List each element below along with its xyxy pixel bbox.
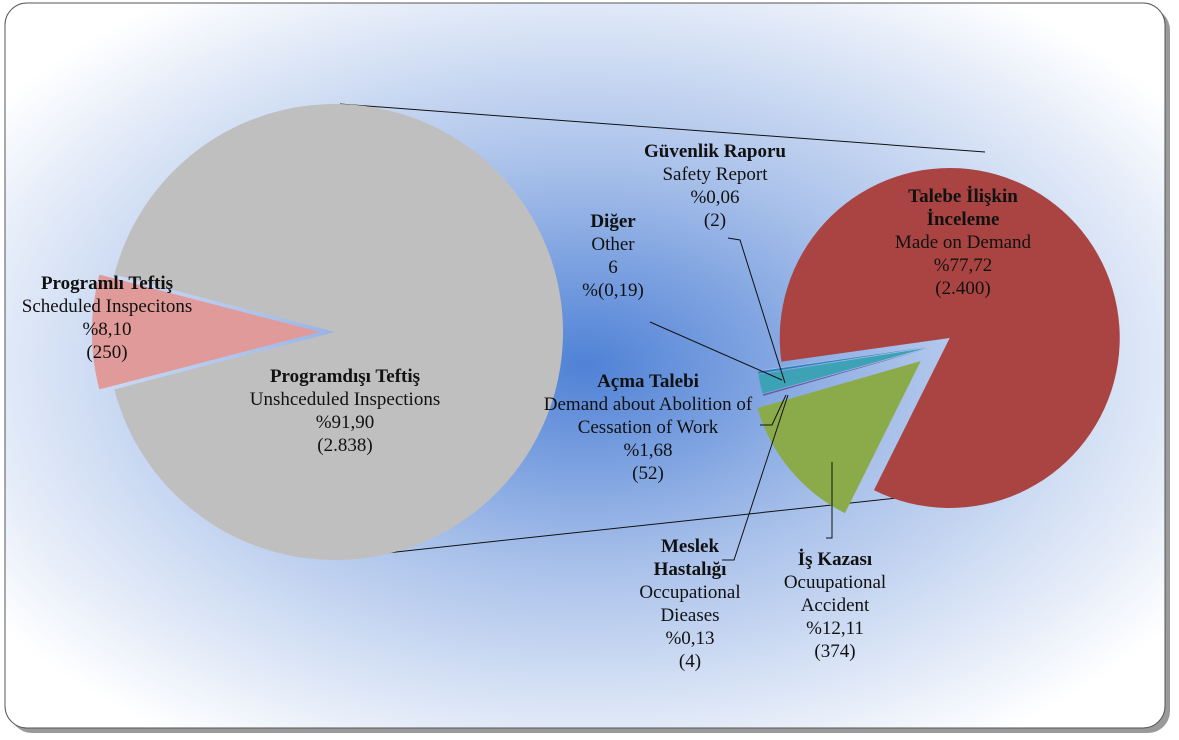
leader-line — [722, 394, 789, 561]
connector-line — [339, 487, 991, 559]
percent-label: %77,72 — [933, 255, 993, 276]
description-label: Unshceduled Inspections — [249, 389, 441, 410]
category-label: Programlı Teftiş — [40, 273, 174, 294]
category-label: Programdışı Teftiş — [269, 366, 421, 387]
category-label: Diğer — [590, 211, 636, 232]
category-label: Açma Talebi — [597, 371, 699, 392]
description-label: Scheduled Inspecitons — [21, 296, 193, 317]
description-label: Ocuupational Accident — [783, 572, 887, 616]
count-label: 6 — [608, 257, 618, 278]
category-label: Talebe İlişkin İnceleme — [908, 186, 1018, 230]
pie-slice — [114, 104, 564, 561]
count-label: (2.400) — [935, 278, 991, 299]
percent-label: %1,68 — [623, 440, 673, 461]
leader-line — [727, 237, 786, 384]
data-label: Talebe İlişkin İnceleme Made on Demand %77… — [873, 185, 1053, 300]
pie-slice — [757, 361, 921, 514]
data-label: Meslek Hastalığı Occupational Dieases %0,1… — [625, 535, 755, 673]
description-label: Other — [591, 234, 635, 255]
category-label: Güvenlik Raporu — [643, 141, 786, 162]
pie-slice — [779, 167, 1120, 508]
percent-label: %91,90 — [315, 412, 375, 433]
percent-label: %(0,19) — [582, 280, 644, 301]
percent-label: %0,06 — [690, 187, 740, 208]
pie-slice — [762, 348, 927, 396]
data-label: Açma Talebi Demand about Abolition of Ces… — [531, 370, 766, 485]
description-label: Demand about Abolition of Cessation of W… — [543, 394, 753, 438]
percent-label: %8,10 — [82, 319, 132, 340]
category-label: Meslek Hastalığı — [653, 536, 727, 580]
leader-line — [649, 321, 783, 381]
data-label: Güvenlik Raporu Safety Report %0,06 (2) — [635, 140, 795, 232]
percent-label: %12,11 — [806, 618, 864, 639]
count-label: (374) — [814, 641, 856, 662]
data-label: Programlı Teftiş Scheduled Inspecitons %8,… — [12, 272, 202, 364]
description-label: Made on Demand — [894, 232, 1032, 253]
connector-line — [339, 103, 986, 153]
pie-slice — [757, 346, 927, 372]
count-label: (250) — [86, 342, 128, 363]
count-label: (4) — [678, 651, 702, 672]
description-label: Occupational Dieases — [639, 582, 741, 626]
count-label: (2) — [703, 210, 727, 231]
percent-label: %0,13 — [665, 628, 715, 649]
leader-line — [760, 394, 787, 426]
leader-line — [826, 462, 833, 539]
pie-slice — [757, 347, 927, 374]
pie-slice — [92, 274, 320, 390]
category-label: İş Kazası — [797, 549, 873, 570]
pie-slice — [758, 347, 927, 394]
description-label: Safety Report — [662, 164, 768, 185]
count-label: (2.838) — [317, 435, 373, 456]
data-label: İş Kazası Ocuupational Accident %12,11 (374… — [765, 548, 905, 663]
data-label: Programdışı Teftiş Unshceduled Inspection… — [245, 365, 445, 457]
data-label: Diğer Other 6 %(0,19) — [568, 210, 658, 302]
count-label: (52) — [632, 463, 664, 484]
